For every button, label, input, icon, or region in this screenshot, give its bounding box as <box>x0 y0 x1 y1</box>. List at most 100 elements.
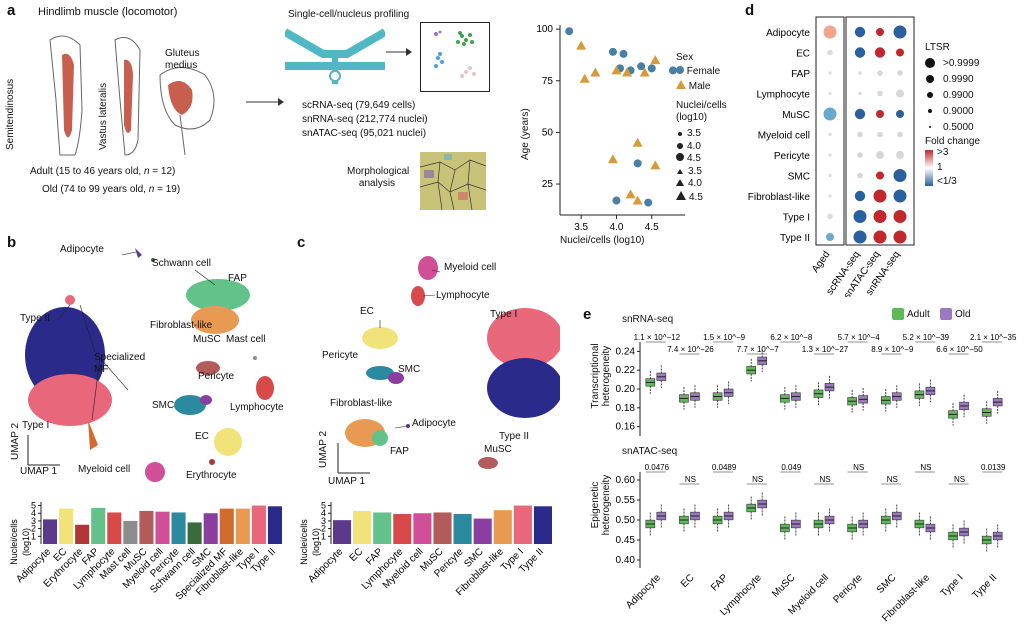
heat-dot <box>876 110 884 118</box>
size-legend-title: Nuclei/cells (log10) <box>676 100 727 123</box>
heat-dot <box>873 189 887 203</box>
heat-dot <box>877 131 883 138</box>
size-dot-icon <box>678 132 682 136</box>
heat-dot <box>857 152 863 158</box>
bar-ytick-label: 3 <box>321 516 326 526</box>
bar <box>353 510 372 544</box>
legend-male: Male <box>676 80 710 92</box>
box-pvalue: NS <box>954 475 965 484</box>
heat-dot <box>893 169 907 182</box>
heat-dot <box>827 213 833 220</box>
umap-c-smc: SMC <box>398 364 421 375</box>
umap-b-fap: FAP <box>228 273 247 284</box>
heat-dot <box>828 194 832 198</box>
bar <box>219 508 234 544</box>
ltsr-row-4: 0.9000 <box>925 104 979 120</box>
box-pvalue: 1.1 × 10^−12 <box>634 333 681 342</box>
size-row-4: 3.5 <box>676 166 703 179</box>
panel-label-b: b <box>7 234 17 251</box>
scatter-point-male <box>607 154 618 164</box>
box-pvalue: NS <box>819 475 830 484</box>
bar <box>473 518 492 544</box>
age-scatter-chart: 100 75 50 25 3.5 4.0 4.5 <box>536 24 685 233</box>
profiling-counts: scRNA-seq (79,649 cells) snRNA-seq (212,… <box>302 99 428 141</box>
box-category-label: Pericyte <box>831 572 865 606</box>
scatter-point-male <box>650 160 661 170</box>
count-snatac: snATAC-seq (95,021 nuclei) <box>302 128 427 139</box>
bar-ylabel: Nuclei/cells <box>299 519 309 565</box>
heat-dot <box>853 210 867 223</box>
bar-ytick-label: 5 <box>31 501 36 511</box>
bar <box>171 512 186 544</box>
heat-dot <box>853 230 867 244</box>
heat-dot <box>893 189 907 203</box>
scatter-ytick-label: 100 <box>536 24 553 35</box>
bar <box>107 512 122 544</box>
scatter-point-female <box>647 64 656 73</box>
arrow-right-icon-2 <box>386 48 412 56</box>
female-dot-icon <box>676 66 684 74</box>
bar <box>433 512 452 544</box>
box-pvalue: 0.0476 <box>645 463 670 472</box>
box-category-label: Type II <box>970 572 999 601</box>
heat-dot <box>823 107 837 121</box>
heat-dot <box>823 25 837 39</box>
umap-b-fibroblast: Fibroblast-like <box>150 320 213 331</box>
box-pvalue: NS <box>887 475 898 484</box>
panel-label-c: c <box>297 234 306 251</box>
size-tri-icon <box>676 179 684 186</box>
heat-dot <box>826 233 834 241</box>
size-legend: 3.5 4.0 4.5 3.5 4.0 4.5 <box>676 128 703 204</box>
size-row-6: 4.5 <box>676 190 703 205</box>
count-scrna: scRNA-seq (79,649 cells) <box>302 100 416 111</box>
heat-dot <box>828 91 832 96</box>
box-pvalue: 7.7 × 10^−7 <box>737 345 780 354</box>
scatter-xtick-label: 4.5 <box>645 222 659 233</box>
heat-dot <box>828 132 832 137</box>
box-pvalue: 5.7 × 10^−4 <box>838 333 881 342</box>
ltsr-dot-icon <box>928 109 932 114</box>
scatter-point-female <box>668 66 677 75</box>
umap-b-type1: Type I <box>22 420 50 431</box>
heat-dot <box>854 47 866 58</box>
bar <box>235 508 250 544</box>
heat-dot <box>896 89 904 98</box>
old-legend-chip <box>940 308 952 320</box>
heat-dot <box>896 48 904 57</box>
scatter-point-female <box>612 196 621 205</box>
bar <box>203 513 218 544</box>
box-pvalue: 6.6 × 10^−50 <box>936 345 983 354</box>
scatter-ylabel: Age (years) <box>520 108 531 160</box>
semitendinosus-muscle <box>62 53 74 138</box>
umap-b-specialized-mf: Specialized MF <box>94 352 146 375</box>
heat-dot <box>897 70 903 76</box>
bar <box>267 506 282 544</box>
box-pvalue: NS <box>685 475 696 484</box>
scatter-xtick-label: 4.0 <box>610 222 624 233</box>
heat-dot <box>828 71 832 75</box>
bar <box>493 510 512 544</box>
umap-b-type2: Type II <box>20 313 51 324</box>
umap-b-musc: MuSC <box>193 334 221 345</box>
scatter-point-male <box>611 65 622 75</box>
microfluidic-icon <box>285 28 385 84</box>
bar-ytick-label: 1 <box>321 531 326 541</box>
legend-female: Female <box>676 66 720 77</box>
fold-change-colorbar <box>925 150 933 186</box>
box-ytick-label: 0.45 <box>616 535 636 546</box>
heat-dot <box>873 210 887 223</box>
bar <box>187 522 202 544</box>
heat-dot <box>893 210 907 223</box>
old-cohort: Old (74 to 99 years old, n = 19) <box>42 184 181 195</box>
heat-dot <box>874 47 886 58</box>
size-dot-icon <box>677 142 683 149</box>
bar <box>533 506 552 544</box>
bar <box>91 507 106 544</box>
heat-main-box <box>845 16 915 246</box>
scatter-point-male <box>590 67 601 77</box>
bar-ytick-label: 5 <box>321 501 326 511</box>
box-ytick-label: 0.22 <box>616 365 636 376</box>
snrna-title: snRNA-seq <box>622 314 674 325</box>
